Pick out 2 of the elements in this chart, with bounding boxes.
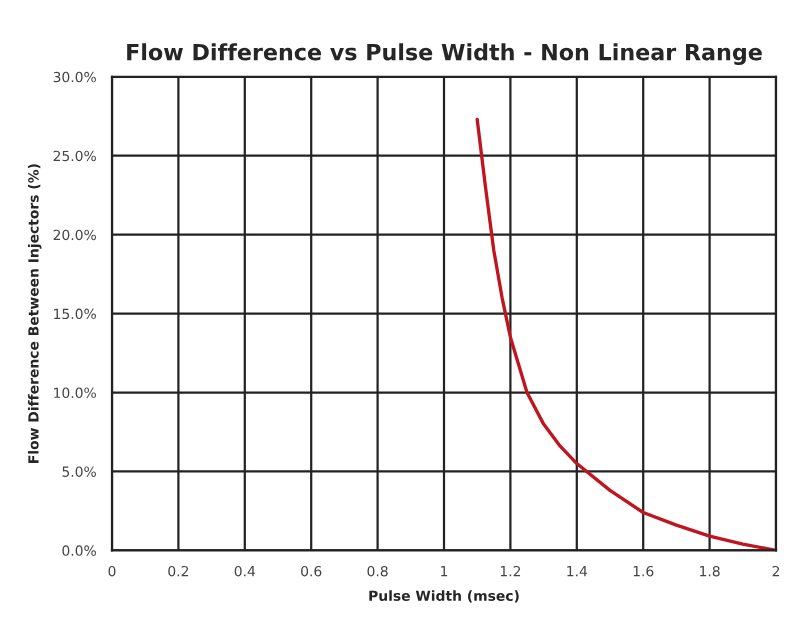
line-series bbox=[475, 117, 776, 551]
chart-title: Flow Difference vs Pulse Width - Non Linear Range bbox=[127, 43, 762, 65]
